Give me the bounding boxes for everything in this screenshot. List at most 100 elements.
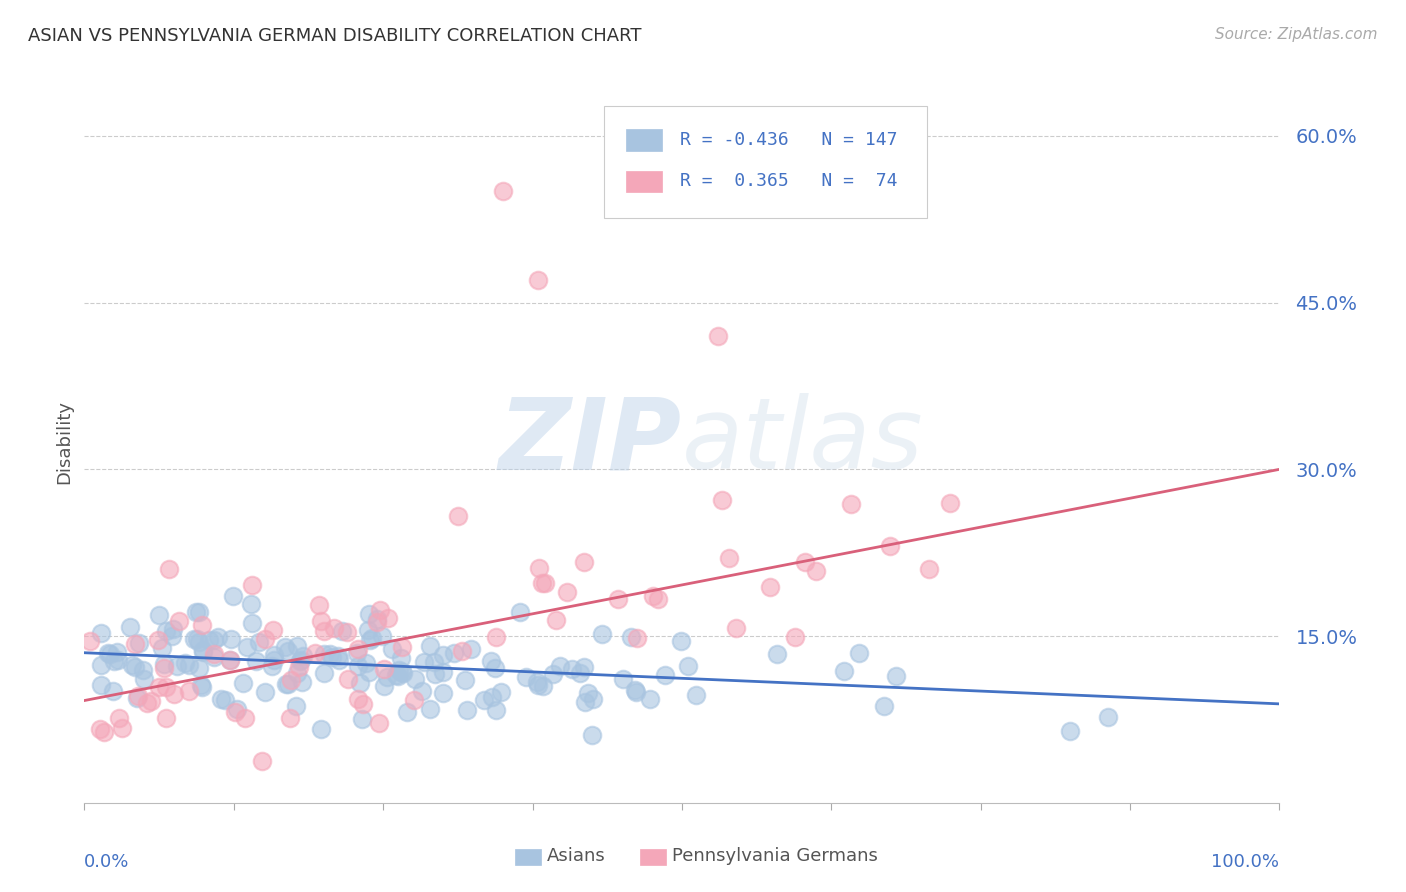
Point (105, 645, 128, 659)
Point (647, 592, 669, 607)
Point (481, 690, 503, 705)
Point (98, 647, 121, 661)
Point (326, 648, 349, 663)
Point (939, 496, 962, 510)
Point (346, 646, 368, 660)
Point (191, 681, 214, 695)
Point (202, 647, 225, 661)
Point (166, 659, 188, 673)
Point (93, 725, 115, 739)
Point (359, 665, 381, 679)
Point (218, 653, 240, 667)
Point (848, 646, 870, 660)
Point (321, 650, 343, 665)
Point (90, 678, 112, 692)
Point (309, 722, 332, 736)
Point (391, 665, 413, 680)
Text: 100.0%: 100.0% (1212, 854, 1279, 871)
Point (492, 185, 515, 199)
Point (366, 615, 388, 629)
Point (472, 693, 495, 707)
Point (569, 665, 592, 680)
Point (127, 691, 149, 706)
Point (572, 555, 595, 569)
Point (718, 551, 741, 566)
Point (654, 668, 676, 682)
Point (582, 692, 605, 706)
Point (724, 621, 747, 635)
Point (366, 612, 388, 626)
Point (263, 653, 285, 667)
Point (188, 605, 211, 619)
Point (419, 702, 441, 716)
Point (574, 695, 596, 709)
Point (879, 539, 901, 553)
Point (108, 711, 131, 725)
Point (758, 580, 780, 594)
Point (90, 626, 112, 640)
Point (177, 683, 200, 698)
Point (371, 629, 394, 643)
Point (425, 666, 447, 681)
Point (606, 591, 628, 606)
Point (641, 589, 664, 603)
Point (150, 640, 173, 655)
Point (591, 627, 613, 641)
Point (304, 646, 326, 660)
Point (454, 673, 477, 687)
Point (527, 273, 550, 287)
Point (423, 655, 446, 669)
Point (236, 640, 259, 654)
Point (527, 678, 550, 692)
Point (191, 644, 214, 658)
Point (262, 658, 284, 673)
Point (432, 686, 454, 700)
Point (357, 623, 380, 637)
Point (766, 647, 789, 661)
Text: Asians: Asians (547, 847, 606, 865)
Point (484, 660, 506, 674)
Text: atlas: atlas (682, 393, 924, 490)
Point (274, 640, 297, 655)
Point (146, 633, 169, 648)
Point (290, 654, 312, 668)
Point (526, 675, 548, 690)
Point (793, 556, 815, 570)
Point (373, 679, 395, 693)
Point (377, 611, 399, 625)
Point (346, 658, 368, 673)
Point (534, 576, 557, 591)
Point (347, 641, 370, 656)
Point (561, 662, 583, 676)
Point (190, 678, 212, 692)
Point (214, 692, 236, 706)
Point (515, 670, 537, 684)
Point (392, 665, 415, 680)
Point (254, 685, 277, 699)
Point (370, 603, 392, 617)
Point (489, 684, 512, 698)
Point (623, 683, 645, 698)
Point (485, 630, 508, 644)
FancyBboxPatch shape (626, 170, 662, 193)
Point (245, 655, 267, 669)
Point (619, 630, 641, 644)
Text: ZIP: ZIP (499, 393, 682, 490)
Point (872, 699, 894, 714)
Point (783, 631, 806, 645)
Point (277, 644, 299, 658)
Point (352, 697, 374, 711)
Text: 0.0%: 0.0% (84, 854, 129, 871)
Point (884, 669, 907, 683)
Point (527, 561, 550, 575)
Point (352, 712, 374, 726)
Point (707, 329, 730, 343)
Point (354, 656, 377, 670)
Point (247, 635, 270, 649)
Point (111, 721, 134, 735)
Point (312, 666, 335, 681)
Point (359, 633, 381, 648)
Point (443, 646, 465, 660)
Point (389, 651, 412, 665)
Point (336, 672, 359, 686)
